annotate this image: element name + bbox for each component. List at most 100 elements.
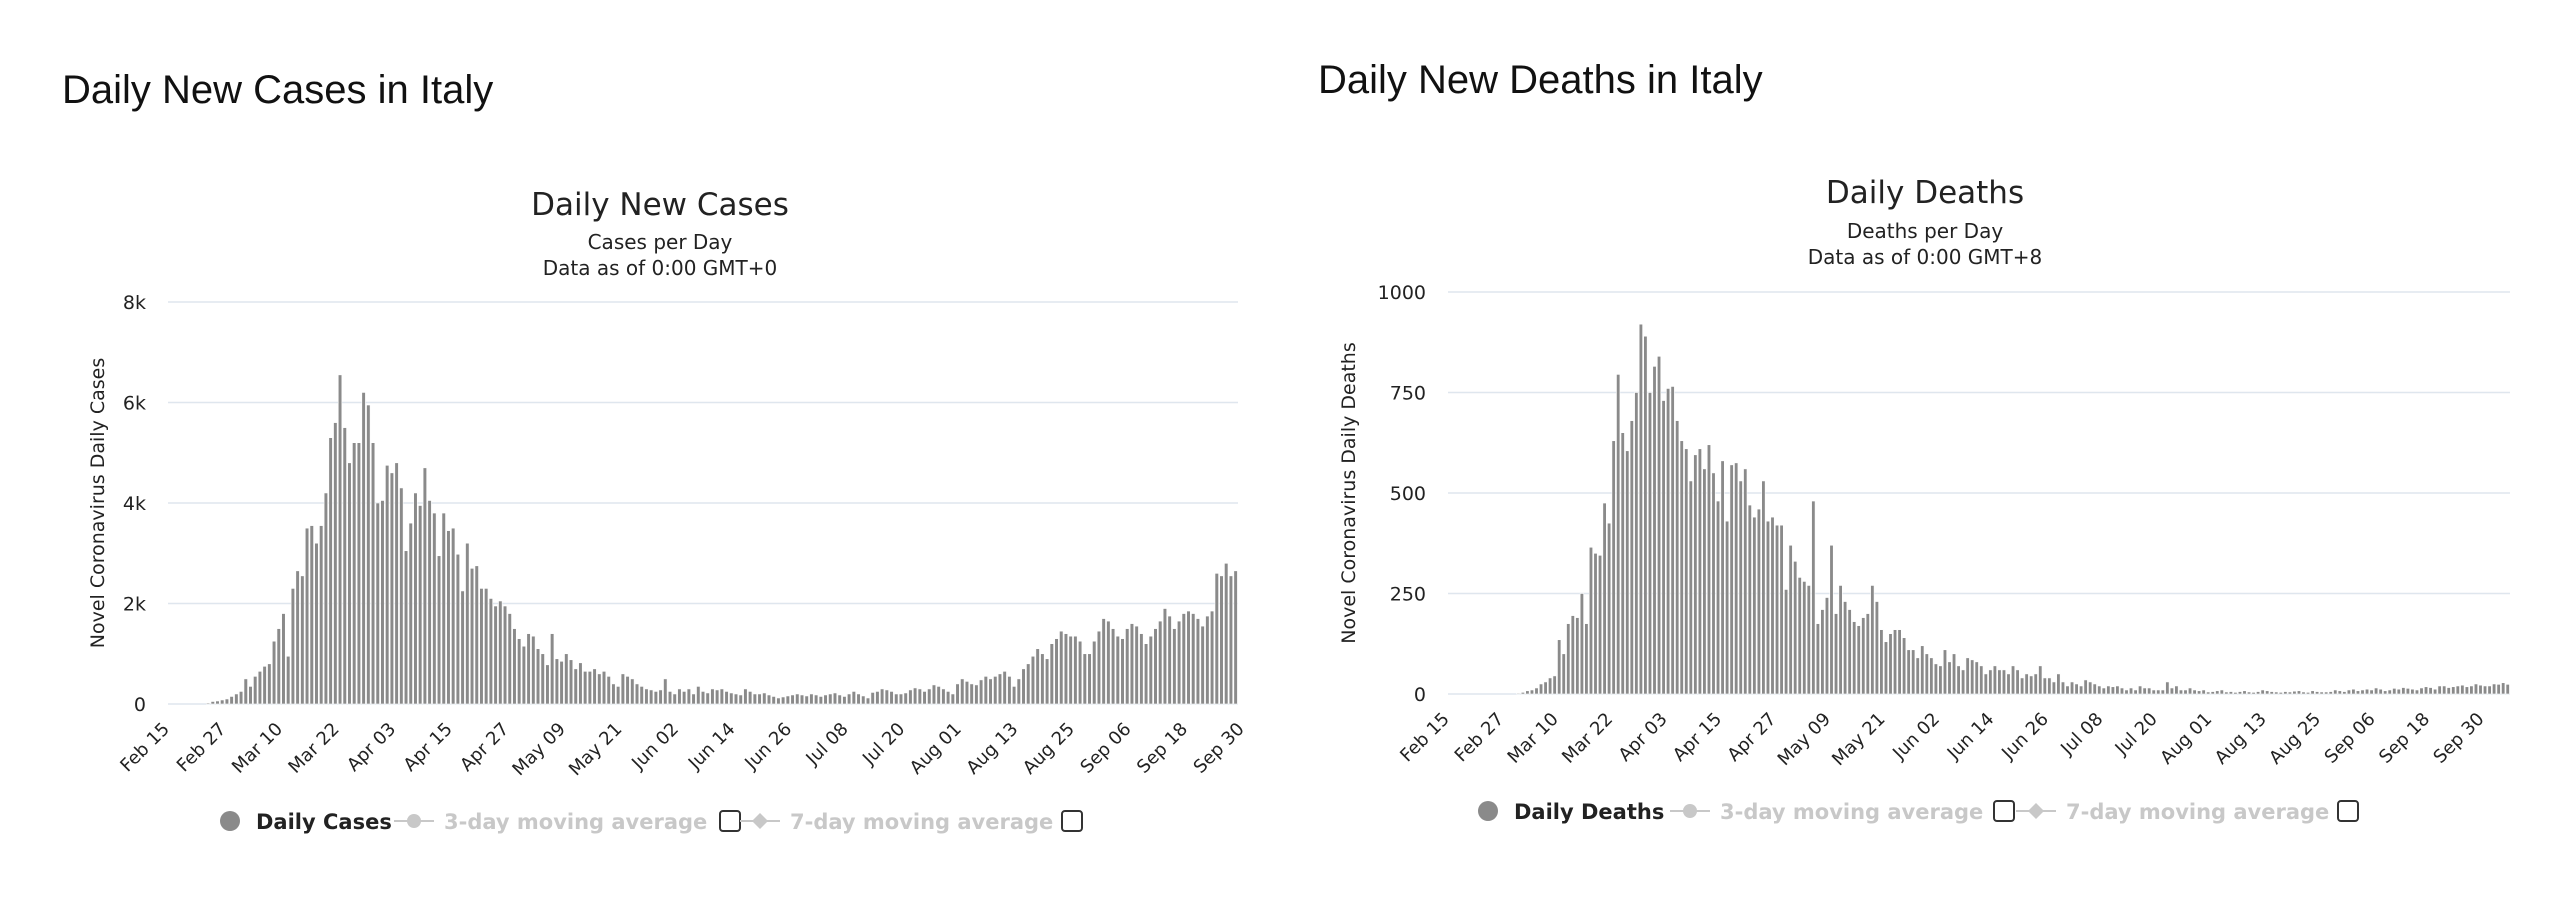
bar[interactable] <box>993 676 998 705</box>
bar[interactable] <box>2151 689 2156 695</box>
bar[interactable] <box>328 437 333 705</box>
bar[interactable] <box>1611 440 1616 695</box>
bar[interactable] <box>870 692 875 705</box>
bar[interactable] <box>2374 687 2379 695</box>
bar[interactable] <box>2165 681 2170 695</box>
bar[interactable] <box>2060 681 2065 695</box>
bar[interactable] <box>2355 690 2360 695</box>
bar[interactable] <box>691 693 696 705</box>
bar[interactable] <box>422 467 427 705</box>
bar[interactable] <box>1012 686 1017 705</box>
bar[interactable] <box>1593 552 1598 695</box>
bar[interactable] <box>1997 669 2002 695</box>
bar[interactable] <box>663 678 668 705</box>
bar[interactable] <box>2437 685 2442 695</box>
bar[interactable] <box>1661 400 1666 695</box>
bar[interactable] <box>837 694 842 705</box>
bar[interactable] <box>1021 668 1026 705</box>
bar[interactable] <box>1209 610 1215 705</box>
bar[interactable] <box>2011 665 2016 695</box>
bar[interactable] <box>2228 691 2233 695</box>
bar[interactable] <box>2219 689 2224 695</box>
bar[interactable] <box>832 692 838 705</box>
bar[interactable] <box>1924 653 1929 695</box>
legend-marker-7day[interactable] <box>752 813 768 829</box>
bar[interactable] <box>1598 555 1603 695</box>
bar[interactable] <box>1979 665 1984 695</box>
bar[interactable] <box>1879 629 1884 695</box>
bar[interactable] <box>1824 597 1829 695</box>
bar[interactable] <box>686 688 691 705</box>
bar[interactable] <box>1647 392 1652 695</box>
bar[interactable] <box>2260 689 2265 695</box>
bar[interactable] <box>2383 690 2388 695</box>
bar[interactable] <box>1829 544 1834 695</box>
bar[interactable] <box>2079 685 2084 695</box>
bar[interactable] <box>1191 613 1196 705</box>
bar[interactable] <box>814 694 819 705</box>
bar[interactable] <box>2469 685 2474 695</box>
bar[interactable] <box>1525 690 1530 695</box>
bar[interactable] <box>488 598 493 705</box>
bar[interactable] <box>1752 516 1757 695</box>
bar[interactable] <box>2115 685 2120 695</box>
bar[interactable] <box>1186 610 1191 705</box>
bar[interactable] <box>1111 628 1116 705</box>
bar[interactable] <box>606 676 611 705</box>
bar[interactable] <box>2473 683 2478 695</box>
bar[interactable] <box>248 686 253 705</box>
bar[interactable] <box>823 694 828 705</box>
bar[interactable] <box>672 693 677 705</box>
bar[interactable] <box>1888 633 1893 695</box>
bar[interactable] <box>1738 480 1743 695</box>
bar[interactable] <box>2478 684 2483 695</box>
bar[interactable] <box>1078 640 1083 705</box>
bar[interactable] <box>540 653 545 705</box>
bar[interactable] <box>1811 500 1816 695</box>
bar[interactable] <box>1096 630 1102 705</box>
bar[interactable] <box>1920 645 1925 695</box>
bar[interactable] <box>1629 420 1634 695</box>
bar[interactable] <box>1049 643 1054 705</box>
bar[interactable] <box>2306 692 2311 695</box>
bar[interactable] <box>1200 625 1205 705</box>
bar[interactable] <box>1652 366 1657 695</box>
bar[interactable] <box>1106 620 1111 705</box>
legend-marker-bars[interactable] <box>220 811 240 831</box>
bar[interactable] <box>847 693 852 705</box>
bar[interactable] <box>2201 689 2206 695</box>
bar[interactable] <box>2414 689 2419 695</box>
bar[interactable] <box>1947 661 1952 695</box>
bar[interactable] <box>1557 639 1562 695</box>
bar[interactable] <box>1843 601 1848 695</box>
checkbox-7day[interactable] <box>1061 810 1083 832</box>
bar[interactable] <box>903 692 908 705</box>
bar[interactable] <box>1016 678 1021 705</box>
bar[interactable] <box>733 693 739 705</box>
bar[interactable] <box>1942 649 1947 695</box>
bar[interactable] <box>2446 687 2451 695</box>
bar[interactable] <box>922 691 927 705</box>
bar[interactable] <box>653 691 658 705</box>
bar[interactable] <box>1838 585 1843 695</box>
bar[interactable] <box>2401 687 2406 695</box>
bar[interactable] <box>1002 671 1007 705</box>
bar[interactable] <box>1675 420 1680 695</box>
bar[interactable] <box>790 694 795 705</box>
bar[interactable] <box>465 542 470 705</box>
bar[interactable] <box>875 691 880 705</box>
bar[interactable] <box>1101 618 1106 705</box>
bar[interactable] <box>851 691 856 705</box>
bar[interactable] <box>634 683 640 705</box>
bar[interactable] <box>649 689 654 705</box>
legend-marker-3day[interactable] <box>1683 804 1697 818</box>
bar[interactable] <box>361 392 366 705</box>
legend-item-main[interactable]: Daily Cases <box>256 810 392 834</box>
bar[interactable] <box>1534 687 1539 695</box>
bar[interactable] <box>1219 575 1224 705</box>
bar[interactable] <box>1584 623 1589 695</box>
bar[interactable] <box>1575 617 1580 695</box>
bar[interactable] <box>2015 669 2020 695</box>
bar[interactable] <box>2283 691 2288 695</box>
bar[interactable] <box>771 696 776 705</box>
